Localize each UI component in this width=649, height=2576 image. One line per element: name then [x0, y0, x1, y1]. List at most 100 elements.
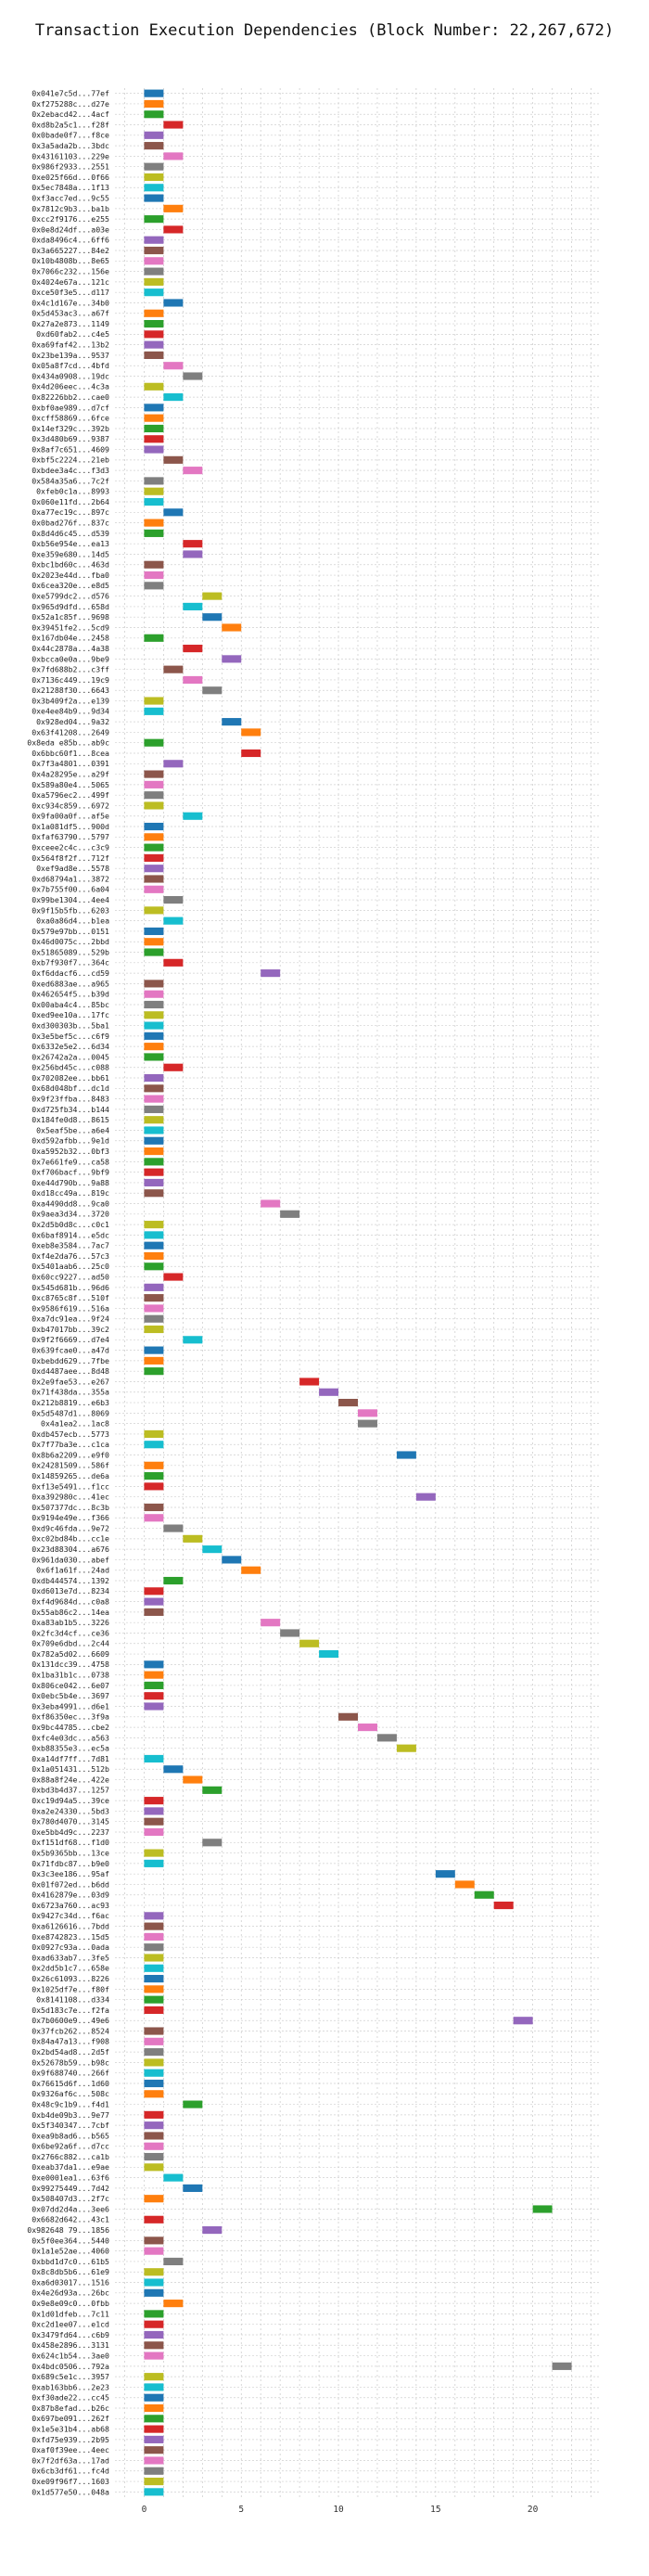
tx-bar — [163, 393, 184, 402]
y-tick-label: 0xf6ddacf6...cd59 — [32, 968, 109, 978]
y-tick-label: 0xa7dc91ea...9f24 — [32, 1314, 109, 1324]
tx-bar — [144, 780, 164, 788]
y-tick-label: 0xbcca0e0a...9be9 — [32, 654, 109, 663]
tx-bar — [144, 2152, 164, 2161]
y-tick-label: 0x0bade0f7...f8ce — [32, 131, 109, 140]
tx-bar — [144, 1995, 164, 2004]
y-tick-label: 0x87b8efad...b26c — [32, 2403, 109, 2413]
y-tick-label: 0xf706bacf...9bf9 — [32, 1168, 109, 1177]
y-tick-label: 0x6332e5e2...6d34 — [32, 1042, 109, 1051]
tx-bar — [338, 1712, 358, 1721]
tx-bar — [144, 1032, 164, 1040]
y-tick-label: 0xa2e24330...5bd3 — [32, 1806, 109, 1815]
y-tick-label: 0xf4e2da76...57c3 — [32, 1251, 109, 1261]
y-tick-label: 0xc2d1ee07...e1cd — [32, 2320, 109, 2329]
y-tick-label: 0x26c61093...8226 — [32, 1974, 109, 1983]
tx-bar — [183, 1775, 203, 1784]
tx-bar — [144, 1095, 164, 1103]
y-tick-label: 0xceee2c4c...c3c9 — [32, 843, 109, 852]
tx-bar — [144, 110, 164, 119]
tx-bar — [144, 770, 164, 778]
y-tick-label: 0x71f438da...355a — [32, 1388, 109, 1397]
y-tick-label: 0x05a8f7cd...4bfd — [32, 361, 109, 370]
tx-bar — [144, 1116, 164, 1124]
y-tick-label: 0xd18cc49a...819c — [32, 1188, 109, 1198]
y-tick-label: 0x9f2f6669...d7e4 — [32, 1335, 109, 1344]
grid-layer — [115, 88, 601, 2497]
y-tick-label: 0xe44d790b...9a88 — [32, 1178, 109, 1187]
tx-bar — [144, 277, 164, 286]
tx-bar — [144, 1325, 164, 1334]
y-tick-label: 0xfd75e939...2b95 — [32, 2435, 109, 2444]
tx-bar — [144, 2268, 164, 2276]
y-tick-label: 0x961da030...abef — [32, 1555, 109, 1564]
y-tick-label: 0x1d01dfeb...7c11 — [32, 2309, 109, 2318]
y-tick-label: 0xe4ee84b9...9d34 — [32, 707, 109, 716]
y-tick-label: 0xb88355e3...ec5a — [32, 1744, 109, 1753]
tx-bar — [163, 455, 184, 464]
y-tick-label: 0x52678b59...b98c — [32, 2057, 109, 2067]
y-tick-label: 0xd725fb34...b144 — [32, 1105, 109, 1114]
tx-bar — [261, 1619, 281, 1627]
y-tick-label: 0x5b9365bb...13ce — [32, 1848, 109, 1857]
y-tick-label: 0x23d88304...a676 — [32, 1544, 109, 1554]
y-tick-label: 0xd592afbb...9e1d — [32, 1136, 109, 1146]
tx-bar — [144, 1429, 164, 1438]
tx-bar — [144, 833, 164, 841]
tx-bar — [144, 1158, 164, 1166]
y-tick-label: 0x624c1b54...3ae0 — [32, 2351, 109, 2360]
y-tick-label: 0x0927c93a...0ada — [32, 1942, 109, 1952]
y-tick-label: 0x23be139a...9537 — [32, 351, 109, 360]
y-tick-label: 0x4d206eec...4c3a — [32, 382, 109, 391]
tx-bar — [435, 1870, 455, 1878]
x-tick-label: 0 — [142, 2505, 147, 2515]
y-tick-label: 0x5ec7848a...1f13 — [32, 183, 109, 192]
y-tick-label: 0x7136c449...19c9 — [32, 675, 109, 685]
y-tick-label: 0xfaf63790...5797 — [32, 832, 109, 841]
bar-layer — [144, 89, 572, 2496]
tx-bar — [144, 2195, 164, 2203]
tx-bar — [144, 1817, 164, 1826]
y-tick-label: 0x8d4d6c45...d539 — [32, 529, 109, 538]
tx-bar — [513, 2017, 533, 2025]
y-tick-label: 0x1a1e52ae...4060 — [32, 2247, 109, 2256]
y-tick-label: 0xf13e5491...f1cc — [32, 1481, 109, 1491]
y-tick-label: 0xdb457ecb...5773 — [32, 1429, 109, 1439]
tx-bar — [163, 1273, 184, 1281]
y-tick-label: 0x7066c232...156e — [32, 266, 109, 276]
y-tick-label: 0x9fa00a0f...af5e — [32, 812, 109, 821]
y-tick-label: 0x584a35a6...7c2f — [32, 476, 109, 485]
y-tick-label: 0x4a1ea2...1ac8 — [41, 1419, 109, 1429]
y-tick-label: 0x508407d3...2f7c — [32, 2194, 109, 2203]
tx-bar — [532, 2205, 553, 2213]
y-tick-label: 0xf151df68...f1d0 — [32, 1838, 109, 1847]
tx-bar — [144, 1084, 164, 1093]
tx-bar — [144, 99, 164, 109]
y-tick-label: 0x5f0ee364...5440 — [32, 2236, 109, 2245]
tx-bar — [144, 173, 164, 182]
tx-bar — [144, 1043, 164, 1051]
tx-bar — [144, 801, 164, 810]
tx-bar — [144, 2446, 164, 2454]
y-tick-label: 0x9bc44785...cbe2 — [32, 1723, 109, 1732]
tx-bar — [144, 1441, 164, 1449]
y-tick-label: 0x458e2896...3131 — [32, 2340, 109, 2350]
tx-bar — [144, 2352, 164, 2360]
tx-bar — [144, 1304, 164, 1313]
tx-bar — [144, 1147, 164, 1156]
y-tick-label: 0x48c9c1b9...f4d1 — [32, 2099, 109, 2108]
y-tick-label: 0x8b6a2209...e9f0 — [32, 1450, 109, 1459]
tx-bar — [280, 1629, 300, 1637]
tx-bar — [163, 2257, 184, 2266]
tx-bar — [222, 655, 242, 663]
y-tick-label: 0x3479fd64...c6b9 — [32, 2330, 109, 2339]
y-tick-label: 0x041e7c5d...77ef — [32, 89, 109, 98]
tx-bar — [493, 1901, 514, 1910]
y-tick-label: 0x3c3ee186...95af — [32, 1869, 109, 1878]
tx-bar — [144, 2467, 164, 2475]
y-tick-label: 0x51865089...529b — [32, 947, 109, 956]
y-tick-label: 0xea9b8ad6...b565 — [32, 2131, 109, 2140]
y-tick-label: 0x709e6dbd...2c44 — [32, 1639, 109, 1648]
tx-bar — [163, 225, 184, 234]
